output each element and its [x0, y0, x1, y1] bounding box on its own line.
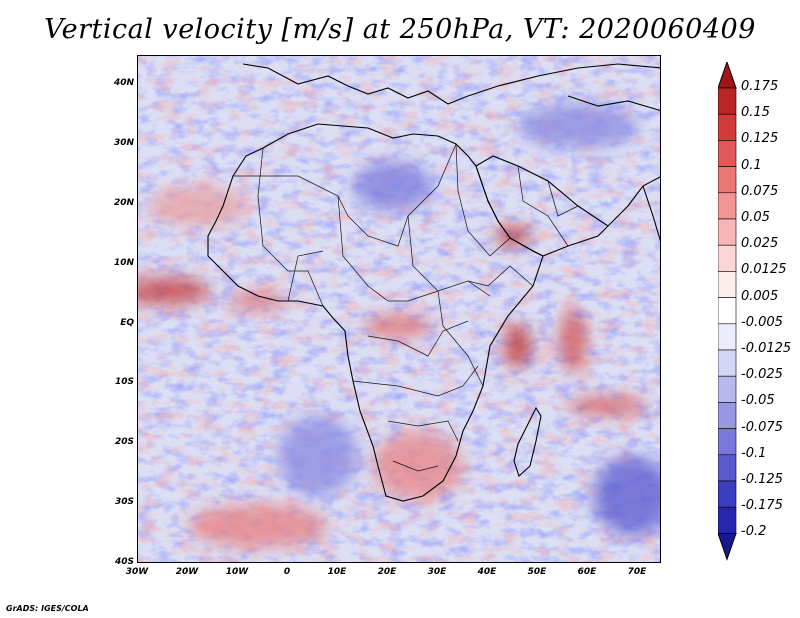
- colorbar-level-label: -0.005: [741, 314, 783, 330]
- y-tick-label: 30N: [113, 137, 134, 148]
- colorbar-segment: [718, 218, 737, 246]
- colorbar-level-label: -0.2: [741, 524, 767, 540]
- colorbar-segment: [718, 454, 737, 482]
- colorbar: [718, 62, 737, 561]
- chart-title: Vertical velocity [m/s] at 250hPa, VT: 2…: [44, 14, 756, 45]
- colorbar-top-arrow: [718, 62, 737, 89]
- x-tick-label: 0: [283, 567, 291, 577]
- y-tick-label: EQ: [120, 317, 134, 328]
- colorbar-segment: [718, 402, 737, 429]
- y-tick-label: 10S: [114, 377, 134, 388]
- colorbar-level-label: -0.05: [741, 393, 775, 409]
- y-tick-label: 40N: [113, 78, 134, 88]
- madagascar: [513, 406, 542, 477]
- colorbar-segment: [718, 244, 737, 272]
- europe-coast: [242, 63, 660, 105]
- vertical-velocity-map: [138, 56, 660, 562]
- colorbar-segment: [718, 375, 737, 403]
- colorbar-segment: [718, 506, 737, 534]
- colorbar-segment: [718, 140, 737, 167]
- colorbar-segment: [718, 271, 737, 298]
- colorbar-level-label: -0.1: [741, 445, 767, 461]
- colorbar-level-label: -0.125: [741, 472, 783, 487]
- colorbar-level-label: -0.025: [741, 367, 783, 383]
- colorbar-level-label: -0.075: [741, 419, 783, 435]
- y-tick-label: 40S: [114, 557, 134, 567]
- x-tick-label: 20W: [175, 567, 199, 577]
- colorbar-level-label: -0.0125: [741, 341, 792, 356]
- y-tick-label: 30S: [114, 497, 134, 508]
- colorbar-level-label: 0.1: [741, 157, 762, 173]
- colorbar-segment: [718, 428, 737, 456]
- colorbar-segment: [718, 192, 737, 220]
- x-tick-label: 10W: [225, 567, 249, 577]
- x-tick-label: 50E: [527, 567, 547, 577]
- y-tick-label: 10N: [113, 257, 134, 268]
- x-tick-label: 70E: [627, 567, 647, 577]
- x-tick-label: 30W: [125, 567, 149, 577]
- arabian-peninsula: [475, 155, 609, 257]
- grads-credit: GrADS: IGES/COLA: [6, 604, 89, 613]
- colorbar-bottom-arrow: [718, 532, 737, 561]
- colorbar-level-label: 0.125: [741, 131, 779, 147]
- colorbar-segment: [718, 323, 737, 351]
- colorbar-level-label: 0.0125: [741, 262, 787, 278]
- y-tick-label: 20S: [114, 437, 134, 448]
- x-tick-label: 30E: [427, 567, 447, 577]
- colorbar-level-label: 0.15: [741, 105, 770, 121]
- y-tick-label: 20N: [113, 197, 134, 208]
- colorbar-level-label: -0.175: [741, 498, 783, 514]
- colorbar-level-label: 0.005: [741, 288, 779, 304]
- africa-coastline: [207, 123, 544, 502]
- colorbar-segment: [718, 113, 737, 141]
- colorbar-level-label: 0.075: [741, 183, 779, 199]
- x-tick-label: 60E: [577, 567, 597, 577]
- x-tick-label: 20E: [377, 567, 397, 577]
- map-plot-area: [137, 55, 661, 563]
- x-tick-label: 10E: [327, 567, 347, 577]
- colorbar-segment: [718, 349, 737, 377]
- x-tick-label: 40E: [477, 567, 497, 577]
- colorbar-segment: [718, 166, 737, 194]
- colorbar-segment: [718, 87, 737, 115]
- colorbar-segment: [718, 297, 737, 325]
- colorbar-level-label: 0.05: [741, 210, 770, 225]
- colorbar-segment: [718, 480, 737, 508]
- colorbar-level-label: 0.175: [741, 79, 779, 94]
- colorbar-level-label: 0.025: [741, 236, 779, 252]
